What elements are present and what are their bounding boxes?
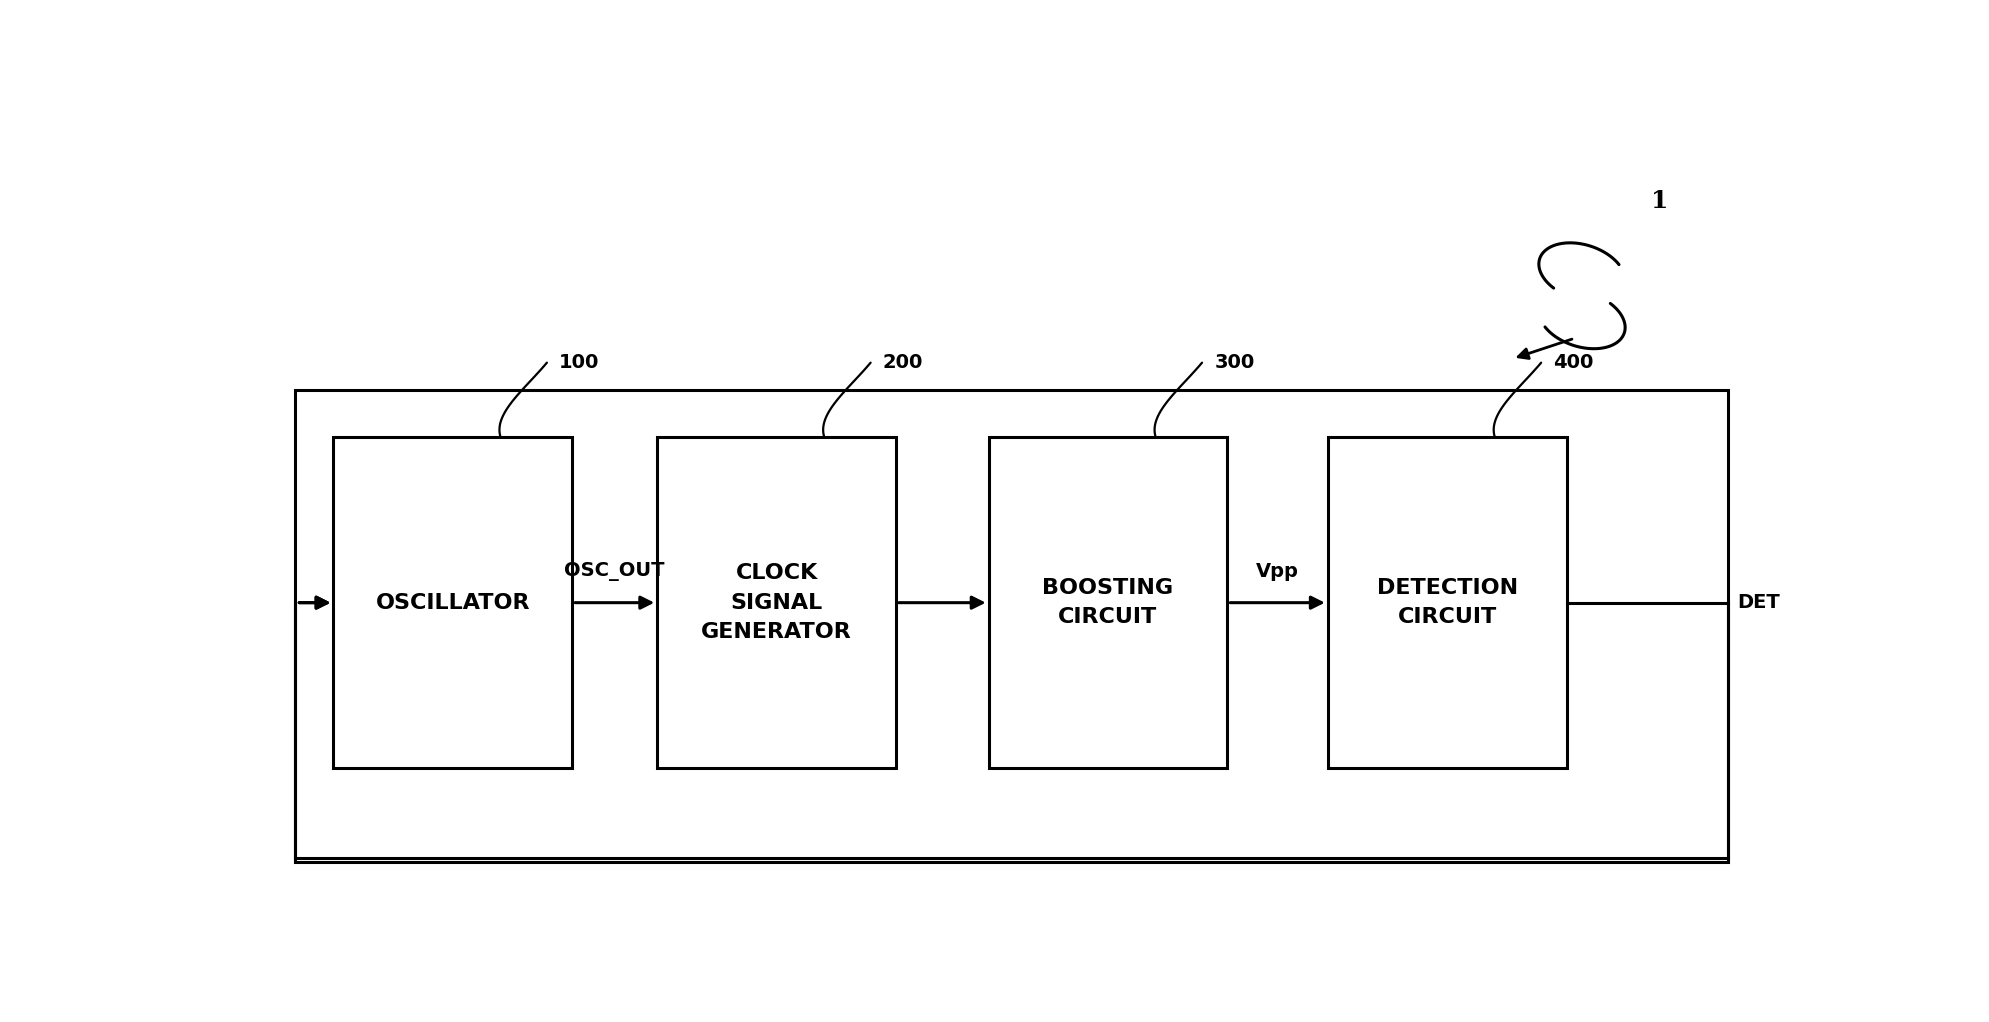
Text: CLOCK
SIGNAL
GENERATOR: CLOCK SIGNAL GENERATOR [702, 563, 851, 642]
Bar [656, 437, 897, 768]
Text: BOOSTING
CIRCUIT: BOOSTING CIRCUIT [1042, 577, 1174, 628]
Text: OSCILLATOR: OSCILLATOR [376, 593, 531, 612]
Bar [1329, 437, 1567, 768]
Text: 1: 1 [1651, 189, 1669, 214]
Text: 200: 200 [883, 354, 923, 372]
Bar [294, 390, 1728, 863]
Text: DETECTION
CIRCUIT: DETECTION CIRCUIT [1376, 577, 1518, 628]
Text: OSC_OUT: OSC_OUT [565, 562, 664, 580]
Text: 400: 400 [1553, 354, 1593, 372]
Bar [334, 437, 573, 768]
Bar [989, 437, 1227, 768]
Text: Vpp: Vpp [1257, 562, 1299, 580]
Text: 300: 300 [1215, 354, 1255, 372]
Text: 100: 100 [559, 354, 599, 372]
Text: DET: DET [1738, 593, 1780, 612]
